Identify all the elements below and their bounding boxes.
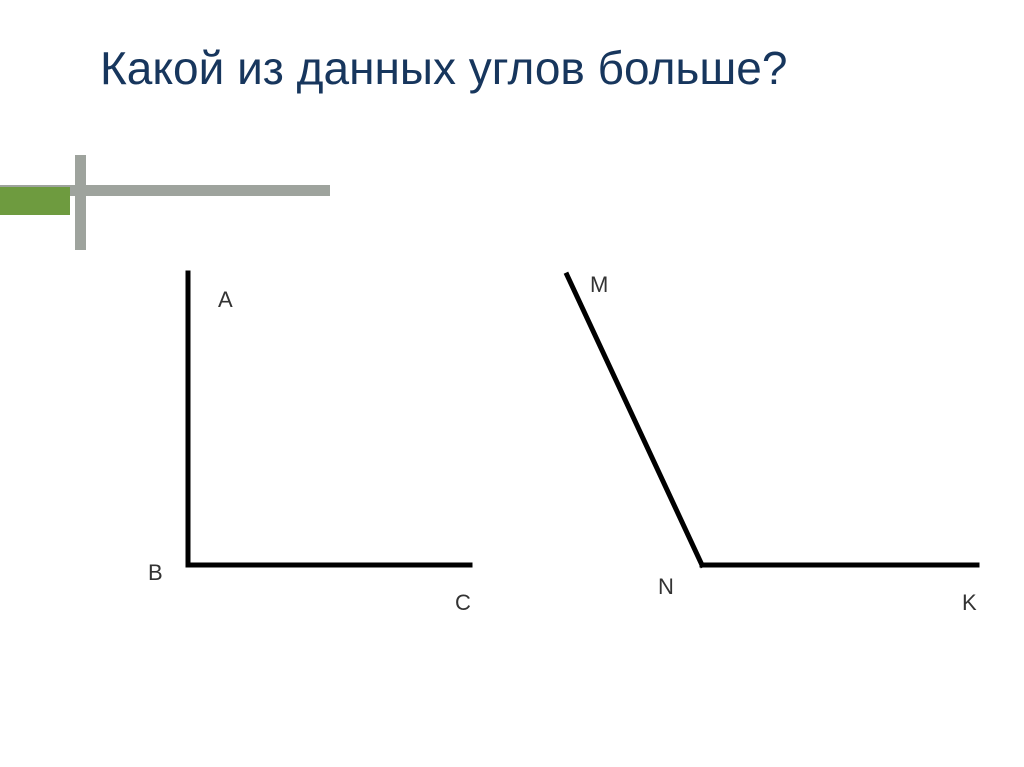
angle-mnk	[567, 275, 977, 565]
geometry-diagram	[0, 0, 1024, 767]
angle-abc	[188, 273, 470, 565]
label-n: N	[658, 574, 674, 600]
slide-container: Какой из данных углов больше? A B C M N …	[0, 0, 1024, 767]
label-c: C	[455, 590, 471, 616]
label-b: B	[148, 560, 163, 586]
label-k: K	[962, 590, 977, 616]
label-m: M	[590, 272, 608, 298]
line-mn	[567, 275, 702, 565]
label-a: A	[218, 287, 233, 313]
